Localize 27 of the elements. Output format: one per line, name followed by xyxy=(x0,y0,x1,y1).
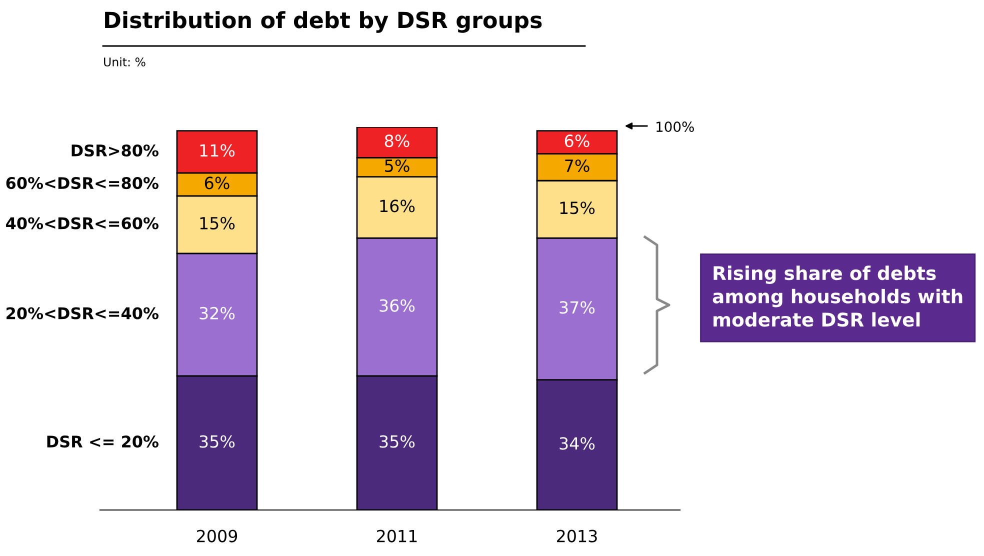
data-label: 6% xyxy=(204,176,230,190)
annotation: 100% xyxy=(656,122,694,132)
text: Rising share of debts among households with moderate DSR level xyxy=(712,266,962,327)
data-label: 32% xyxy=(200,306,235,320)
data-label: 7% xyxy=(565,159,590,172)
data-label: 5% xyxy=(385,159,410,172)
text: Unit: % xyxy=(104,57,146,66)
series-label: 40%<DSR<=60% xyxy=(6,217,158,230)
data-label: 16% xyxy=(380,200,415,212)
x-tick-label: 2013 xyxy=(557,530,597,542)
data-label: 35% xyxy=(380,435,415,448)
series-label: 20%<DSR<=40% xyxy=(6,307,158,320)
chart-title: Distribution of debt by DSR groups xyxy=(105,11,542,33)
data-label: 15% xyxy=(200,216,235,230)
data-label: 35% xyxy=(200,435,235,448)
data-label: 37% xyxy=(560,301,595,314)
data-label: 8% xyxy=(384,134,410,148)
x-tick-label: 2011 xyxy=(377,530,417,542)
x-tick-label: 2009 xyxy=(197,530,238,542)
data-label: 36% xyxy=(380,299,415,312)
series-label: DSR>80% xyxy=(72,144,158,157)
data-label: 15% xyxy=(560,202,595,214)
data-label: 11% xyxy=(200,144,235,157)
data-label: 6% xyxy=(564,134,590,148)
data-label: 34% xyxy=(560,437,595,450)
series-label: DSR <= 20% xyxy=(47,436,158,448)
series-label: 60%<DSR<=80% xyxy=(6,177,158,190)
